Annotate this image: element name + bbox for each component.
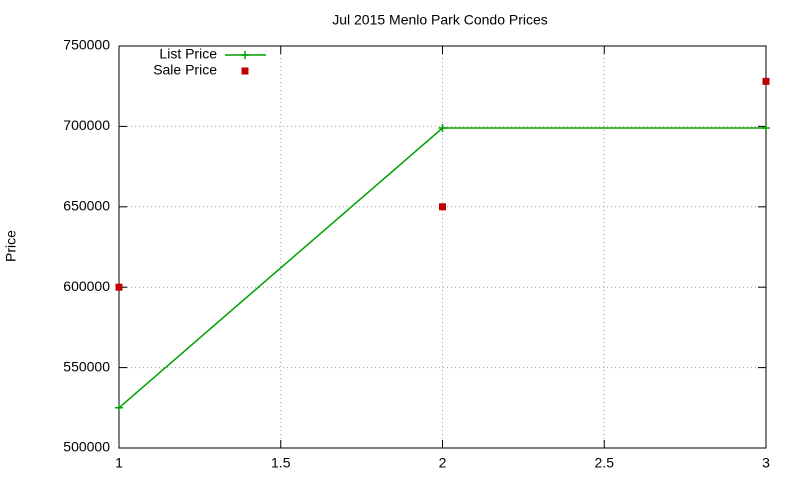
legend-label: Sale Price — [153, 62, 217, 78]
x-tick-label: 2 — [439, 455, 447, 471]
x-tick-label: 3 — [762, 455, 770, 471]
y-tick-label: 500000 — [63, 439, 110, 455]
plot-border — [118, 45, 767, 449]
series-line — [118, 127, 766, 409]
point — [115, 403, 123, 412]
x-tick-label: 1 — [115, 455, 123, 471]
y-tick-label: 600000 — [63, 278, 110, 294]
legend-swatch — [241, 51, 249, 59]
point — [438, 124, 447, 133]
point — [439, 203, 446, 211]
legend-swatch — [241, 67, 249, 75]
y-tick-label: 550000 — [63, 358, 110, 374]
x-tick-label: 2.5 — [595, 455, 615, 471]
point — [762, 77, 770, 85]
x-tick-label: 1.5 — [271, 455, 291, 471]
chart-title: Jul 2015 Menlo Park Condo Prices — [332, 12, 548, 28]
y-axis-label: Price — [3, 230, 19, 262]
legend-label: List Price — [159, 46, 217, 62]
y-tick-label: 650000 — [63, 198, 110, 214]
point — [115, 283, 123, 291]
y-tick-label: 750000 — [63, 37, 110, 53]
point — [762, 124, 770, 133]
y-tick-label: 700000 — [63, 117, 110, 133]
